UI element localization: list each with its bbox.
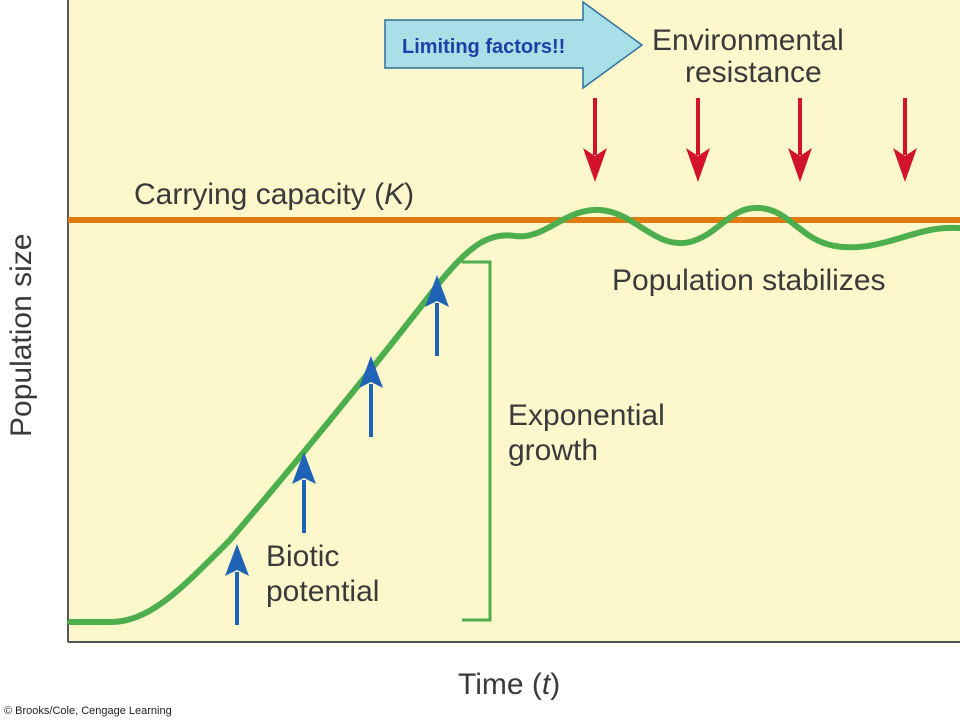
carrying-capacity-k: K (384, 178, 406, 211)
potential-arrow-head-icon (292, 452, 316, 484)
x-axis-t: t (542, 668, 552, 701)
plot-area (68, 0, 960, 642)
limiting-factors-callout: Limiting factors!! (384, 0, 644, 90)
x-axis-label: Time (t) (458, 668, 560, 701)
potential-arrows (225, 275, 449, 625)
resistance-arrow-head-icon (788, 148, 812, 182)
potential-arrow-head-icon (359, 356, 383, 388)
potential-arrow-head-icon (425, 275, 449, 307)
population-curve (67, 204, 960, 625)
resistance-arrow-head-icon (583, 148, 607, 182)
resistance-arrow-head-icon (686, 148, 710, 182)
carrying-capacity-text: Carrying capacity ( (134, 178, 384, 211)
resistance-arrow-head-icon (893, 148, 917, 182)
biotic-potential-label-1: Biotic (266, 540, 339, 573)
x-axis-close: ) (550, 668, 560, 701)
environmental-resistance-label-2: resistance (685, 56, 822, 89)
potential-arrow-head-icon (225, 544, 249, 576)
exponential-bracket (462, 260, 492, 622)
biotic-potential-label-2: potential (266, 575, 379, 608)
environmental-resistance-label-1: Environmental (652, 24, 844, 57)
exponential-growth-label-2: growth (508, 434, 598, 467)
callout-text: Limiting factors!! (402, 36, 565, 58)
resistance-arrows (583, 98, 917, 182)
callout-arrow-shape (384, 0, 644, 90)
x-axis-time-text: Time ( (458, 668, 542, 701)
carrying-capacity-close: ) (404, 178, 414, 211)
carrying-capacity-label: Carrying capacity (K) (134, 178, 414, 211)
population-stabilizes-label: Population stabilizes (612, 264, 886, 297)
y-axis-label: Population size (5, 234, 38, 437)
credit-text: © Brooks/Cole, Cengage Learning (4, 705, 172, 717)
exponential-growth-label-1: Exponential (508, 399, 665, 432)
